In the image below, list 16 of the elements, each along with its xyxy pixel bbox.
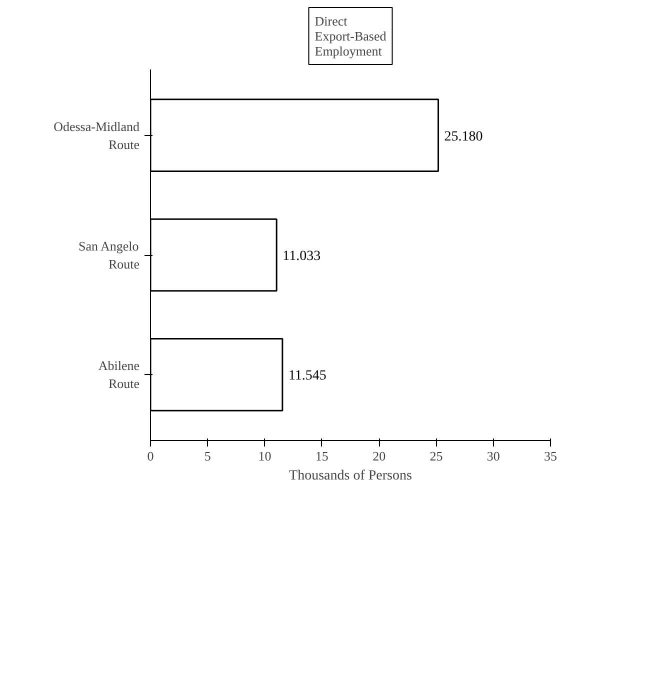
x-tick-label: 30 bbox=[486, 448, 500, 464]
x-axis-title: Thousands of Persons bbox=[289, 468, 412, 484]
y-tick-label: Odessa-Midland Route bbox=[54, 118, 140, 152]
x-tick-label: 5 bbox=[204, 448, 211, 464]
x-tick-label: 10 bbox=[258, 448, 272, 464]
x-tick-label: 25 bbox=[430, 448, 443, 464]
x-tick-label: 15 bbox=[315, 448, 328, 464]
data-label: 11.033 bbox=[282, 249, 321, 264]
x-tick-label: 0 bbox=[147, 448, 154, 464]
y-tick-label: Abilene Route bbox=[98, 358, 140, 392]
x-tick-label: 35 bbox=[544, 448, 557, 464]
y-tick-label: San Angelo Route bbox=[78, 238, 140, 272]
chart-title: Direct Export-Based Employment bbox=[314, 14, 387, 58]
x-tick-label: 20 bbox=[372, 448, 386, 464]
data-label: 25.180 bbox=[444, 129, 483, 144]
data-label: 11.545 bbox=[288, 368, 326, 384]
